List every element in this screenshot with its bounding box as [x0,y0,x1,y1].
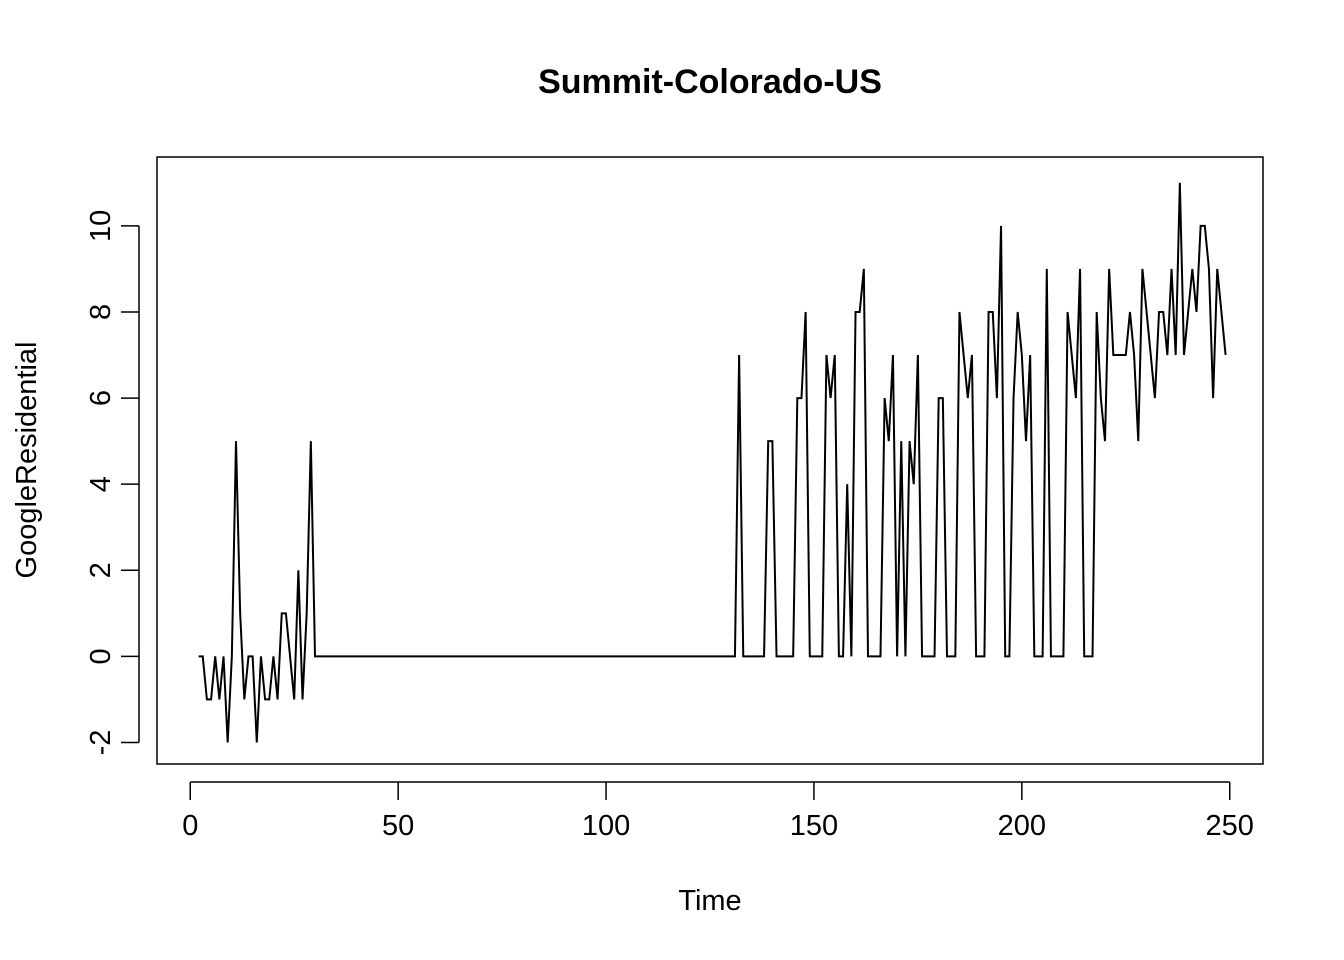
x-axis-label: Time [678,885,741,917]
y-tick-label: 6 [85,390,117,406]
series-group [198,182,1227,743]
y-tick-label: 2 [85,562,117,578]
y-tick-label: 8 [85,304,117,320]
chart-title: Summit-Colorado-US [538,63,882,101]
x-axis: 0 50 100 150 200 250 [182,781,1254,842]
y-tick-label: -2 [85,730,117,756]
x-tick-label: 250 [1206,810,1254,842]
x-tick-label: 150 [790,810,838,842]
series-line [198,182,1227,743]
plot-frame [156,156,1264,765]
y-axis-label: GoogleResidential [11,342,43,579]
y-tick-label: 10 [85,210,117,242]
x-tick-label: 0 [182,810,198,842]
y-tick-label: 0 [85,648,117,664]
x-tick-label: 100 [582,810,630,842]
x-tick-label: 50 [382,810,414,842]
y-axis: -2 0 2 4 6 8 10 [85,210,140,756]
y-tick-label: 4 [85,476,117,492]
x-tick-label: 200 [998,810,1046,842]
